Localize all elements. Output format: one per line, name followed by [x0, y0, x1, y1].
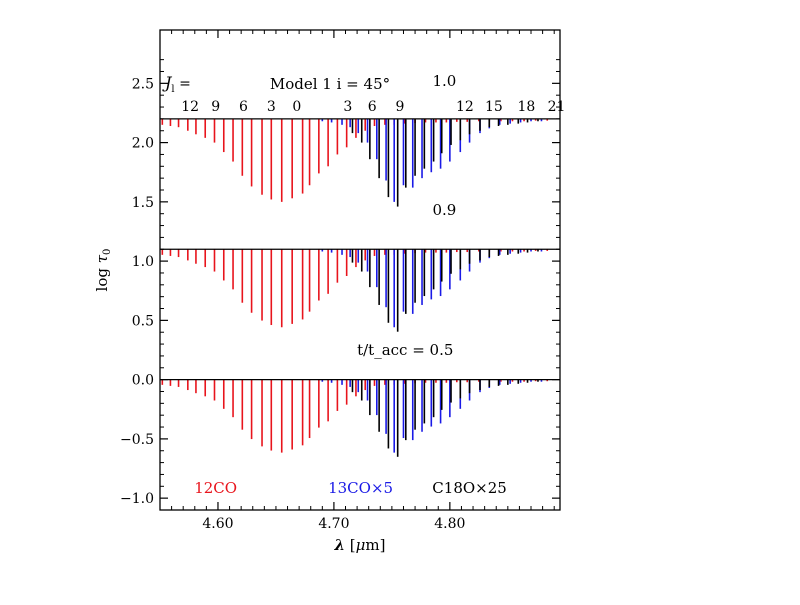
plot-frame: [159, 29, 561, 511]
jl-tick-label: 9: [396, 99, 405, 115]
panel-baselines: [160, 118, 560, 381]
jl-prefix-equals: =: [175, 76, 191, 92]
jl-tick-label: 6: [368, 99, 377, 115]
x-axis-title-unit: μ: [356, 536, 366, 554]
jl-tick-label: 3: [343, 99, 352, 115]
axis-ticks: [160, 30, 560, 510]
jl-tick-label: 21: [548, 99, 566, 115]
y-axis-title: log τ0: [93, 249, 113, 292]
y-tick-label: 0.5: [132, 313, 154, 329]
panel-time-label-3: t/t_acc = 0.5: [357, 341, 453, 359]
legend-label: C18O×25: [432, 479, 507, 497]
y-tick-label: 1.5: [132, 195, 154, 211]
chart-text-layer: −1.0 −0.5 0.0 0.5 1.0 1.5 2.0 2.5 4.60 4.70 4.80 λ …: [93, 72, 565, 554]
x-axis-title-unit: [: [345, 536, 356, 554]
y-axis-title-part: log: [93, 263, 111, 291]
x-tick-label: 4.80: [434, 516, 465, 532]
y-tick-label: −0.5: [120, 432, 154, 448]
y-axis-title-part: τ: [93, 254, 111, 263]
x-axis-title-unit: m]: [365, 536, 385, 554]
y-tick-label: 0.0: [132, 373, 154, 389]
x-tick-label: 4.60: [202, 516, 233, 532]
y-tick-label: 2.5: [132, 76, 154, 92]
spectral-lines-layer: [161, 118, 549, 457]
y-tick-label: 2.0: [132, 136, 154, 152]
x-axis-title-symbol: λ: [334, 536, 346, 554]
legend-label: 12CO: [194, 479, 237, 497]
jl-prefix-symbol: J: [162, 73, 173, 92]
x-tick-label: 4.70: [318, 516, 349, 532]
y-tick-label: 1.0: [132, 254, 154, 270]
jl-prefix-label: Jl =: [162, 73, 191, 95]
chart-title: Model 1 i = 45°: [270, 75, 390, 93]
jl-tick-label: 9: [211, 99, 220, 115]
jl-tick-label: 12: [456, 99, 474, 115]
legend-label: 13CO×5: [328, 479, 393, 497]
jl-tick-label: 12: [181, 99, 199, 115]
panel-time-label-2: 0.9: [432, 201, 456, 219]
jl-tick-label: 6: [239, 99, 248, 115]
jl-tick-label: 0: [292, 99, 301, 115]
panel-time-label-1: 1.0: [432, 72, 456, 90]
y-tick-label: −1.0: [120, 491, 154, 507]
jl-prefix-subscript: l: [171, 84, 174, 95]
jl-tick-label: 18: [517, 99, 535, 115]
jl-tick-label: 3: [267, 99, 276, 115]
y-axis-title-subscript: 0: [102, 249, 113, 255]
jl-tick-label: 15: [485, 99, 503, 115]
x-axis-title: λ [μm]: [334, 536, 386, 554]
